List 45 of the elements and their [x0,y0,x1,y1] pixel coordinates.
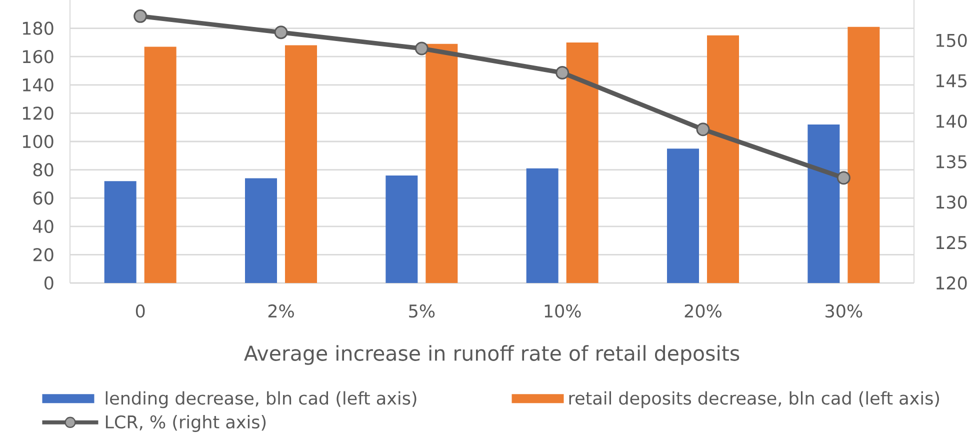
point [414,42,428,56]
y-tick-label: 160 [22,50,54,64]
x-tick-label: 30% [826,304,862,318]
x-axis-title: Average increase in runoff rate of retail deposits [244,345,740,365]
legend-label: lending decrease, bln cad (left axis) [106,391,416,408]
y2-tick-label: 125 [936,236,966,250]
bar [386,175,418,283]
y2-tick-label: 150 [936,34,967,48]
bar [707,35,740,283]
point [836,171,850,185]
bar [808,124,840,283]
y-tick-label: 180 [22,22,54,35]
bar [667,148,700,283]
y-tick-label: 100 [22,134,54,148]
point [556,66,570,80]
y2-tick-label: 135 [936,155,966,168]
point [696,122,710,136]
bar [426,44,458,283]
bar [566,42,598,283]
y2-tick-label: 140 [936,114,967,128]
x-tick-label: 5% [409,304,435,318]
legend-label: LCR, % (right axis) [106,415,266,432]
bar [526,168,558,283]
y-tick-label: 120 [22,106,54,120]
y2-tick-label: 120 [936,276,967,290]
y2-tick-label: 145 [936,74,966,88]
bar [245,178,278,283]
x-tick-label: 20% [684,304,722,318]
bar [104,181,136,283]
bar [848,26,880,283]
point [274,26,288,40]
bar [285,45,318,283]
y-tick-label: 0 [44,276,54,290]
legend-label: retail deposits decrease, bln cad (left axis) [569,391,939,408]
point [134,9,148,23]
y-tick-label: 20 [33,248,54,262]
y-tick-label: 80 [33,163,54,176]
y-tick-label: 40 [33,220,54,234]
x-tick-label: 10% [544,304,581,318]
bar [144,46,176,283]
y2-tick-label: 130 [936,196,967,209]
x-tick-label: 0 [136,304,145,318]
y-tick-label: 60 [33,191,54,205]
y-tick-label: 140 [22,78,54,92]
x-tick-label: 2% [268,304,294,318]
